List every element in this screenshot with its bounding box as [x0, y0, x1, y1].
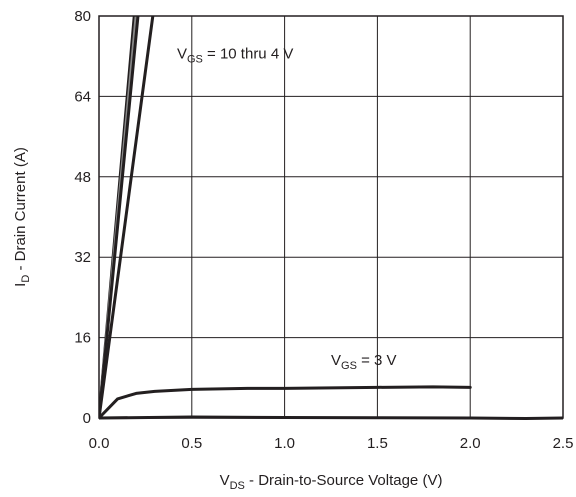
x-tick-label: 2.5	[553, 435, 574, 452]
x-axis-title-rest: - Drain-to-Source Voltage (V)	[245, 472, 443, 489]
x-tick-label: 2.0	[460, 435, 481, 452]
annotation-sub: GS	[341, 360, 357, 372]
annotation-rest: = 3 V	[357, 352, 397, 369]
y-axis-title-main: I	[12, 283, 29, 287]
annotation-rest: = 10 thru 4 V	[203, 46, 293, 63]
x-axis-title-main: V	[220, 472, 230, 489]
y-tick-label: 32	[74, 249, 91, 266]
plot-frame	[98, 15, 564, 419]
y-tick-label: 64	[74, 88, 91, 105]
y-axis-title-sub: D	[20, 275, 32, 283]
x-axis-title: VDS - Drain-to-Source Voltage (V)	[220, 472, 443, 492]
annotation-main: V	[177, 46, 187, 63]
y-axis-title: ID - Drain Current (A)	[12, 147, 32, 287]
annotation-1: VGS = 10 thru 4 V	[177, 46, 293, 66]
x-tick-label: 1.0	[274, 435, 295, 452]
series-line-4	[99, 16, 155, 420]
y-tick-label: 0	[83, 410, 91, 427]
annotation-sub: GS	[187, 54, 203, 66]
x-tick-label: 1.5	[367, 435, 388, 452]
tick-labels: 0.0 0.5 1.0 1.5 2.0 2.5 0 16 32 48 64 80	[74, 8, 573, 452]
series-line-3	[99, 16, 140, 420]
y-tick-label: 80	[74, 8, 91, 25]
annotation-main: V	[331, 352, 341, 369]
annotation-2: VGS = 3 V	[331, 352, 397, 372]
y-axis-title-rest: - Drain Current (A)	[12, 147, 29, 275]
x-tick-label: 0.5	[181, 435, 202, 452]
y-tick-label: 16	[74, 330, 91, 347]
x-axis-title-sub: DS	[230, 480, 245, 492]
x-tick-label: 0.0	[89, 435, 110, 452]
y-tick-label: 48	[74, 169, 91, 186]
series-line-5	[99, 385, 472, 420]
